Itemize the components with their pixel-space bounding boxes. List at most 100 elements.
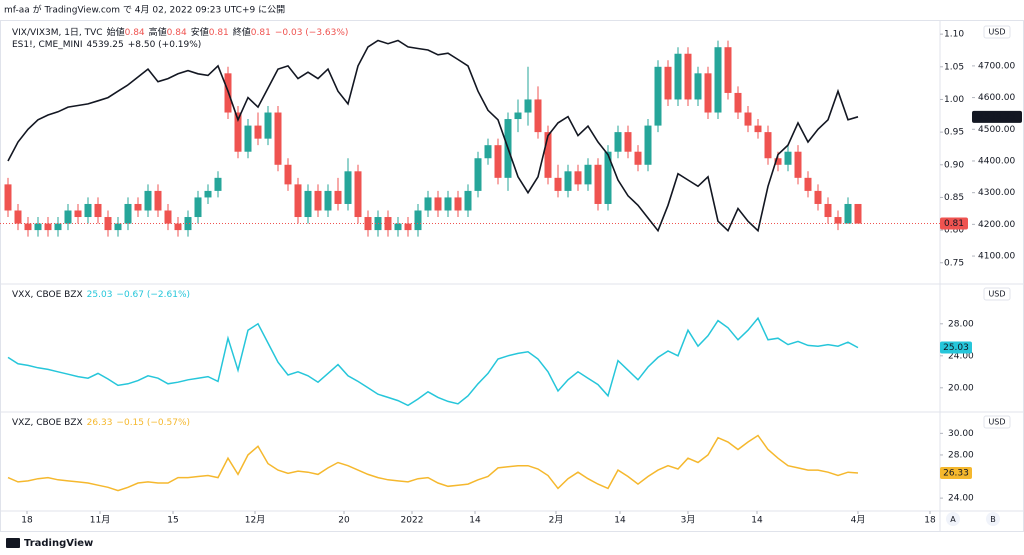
candle-body [164, 210, 172, 224]
legend-value: 25.03 [87, 290, 113, 300]
legend-name: VXZ, CBOE BZX [12, 418, 83, 428]
header: mf-aa が TradingView.com で 4月 02, 2022 09… [4, 4, 285, 16]
candle-body [314, 190, 322, 211]
candle-body [364, 217, 372, 231]
candle-body [734, 92, 742, 113]
candle-body [704, 73, 712, 113]
last-price-badge: 0.81 [944, 219, 964, 229]
footer: TradingView [24, 538, 93, 549]
candle-body [324, 190, 332, 211]
candle-body [134, 203, 142, 211]
currency: USD [988, 28, 1005, 37]
legend-change: −0.15 (−0.57%) [116, 418, 190, 428]
x-tick-label: 4月 [851, 515, 866, 526]
candle-body [674, 53, 682, 100]
currency-box [983, 415, 1011, 429]
y-tick-label: 0.75 [944, 258, 964, 268]
candle-body [334, 190, 342, 204]
y-tick-label: 1.00 [944, 95, 964, 105]
candle-body [474, 158, 482, 191]
y2-tick-label: 4300.00 [978, 188, 1015, 198]
y2-tick-label: 4500.00 [978, 125, 1015, 135]
line-series [7, 316, 859, 407]
candle-body [794, 151, 802, 178]
last-value-badge: 26.33 [943, 468, 969, 478]
candle-body [304, 190, 312, 218]
candle-body [64, 210, 72, 224]
scale-button[interactable] [946, 512, 960, 526]
currency: USD [988, 418, 1005, 427]
candle-body [174, 223, 182, 231]
x-tick-label: 18 [924, 516, 936, 526]
x-tick-label: 14 [614, 516, 626, 526]
candle-body [264, 112, 272, 139]
candle-body [214, 177, 222, 191]
candle-body [844, 203, 852, 224]
legend-change: +8.50 (+0.19%) [128, 40, 202, 50]
candle-body [814, 190, 822, 204]
candle-body [514, 112, 522, 120]
x-tick-label: 12月 [245, 515, 265, 526]
scale-button-label[interactable]: A [950, 515, 956, 524]
legend-name: ES1!, CME_MINI [12, 40, 83, 50]
candle-body [74, 210, 82, 218]
legend: VXZ, CBOE BZX 26.33 −0.15 (−0.57%) [12, 418, 190, 428]
candle-body [114, 223, 122, 231]
candle-body [594, 164, 602, 204]
line-series [7, 434, 859, 492]
candle-body [454, 197, 462, 211]
candle-body [384, 217, 392, 231]
candle-body [614, 132, 622, 152]
legend-value: 26.33 [87, 418, 113, 428]
scale-button[interactable] [986, 512, 1000, 526]
candle-body [94, 203, 102, 218]
y-tick-label: 0.95 [944, 128, 964, 138]
scale-button-label[interactable]: B [990, 515, 996, 524]
logo-mark [6, 538, 20, 548]
candle-body [34, 223, 42, 231]
legend-value: 4539.25 [87, 40, 124, 50]
legend: VXX, CBOE BZX 25.03 −0.67 (−2.61%) [12, 290, 190, 300]
x-tick-label: 18 [21, 516, 33, 526]
candle-body [854, 203, 862, 224]
x-tick-label: 14 [469, 516, 481, 526]
candle-body [274, 112, 282, 165]
candle-body [234, 112, 242, 152]
candle-body [484, 145, 492, 159]
x-tick-label: 3月 [681, 515, 696, 526]
candle-body [124, 203, 132, 224]
legend-field: 高値 [149, 26, 167, 38]
y-tick-label: 0.90 [944, 160, 964, 170]
x-tick-label: 11月 [90, 515, 110, 526]
legend-field-value: 0.81 [209, 28, 229, 38]
candle-body [714, 47, 722, 113]
y-tick-label: 24.00 [948, 351, 974, 361]
candle-body [294, 184, 302, 218]
candle-body [684, 53, 692, 100]
candle-body [344, 171, 352, 204]
candle-body [804, 177, 812, 191]
candle-body [54, 223, 62, 231]
candle-body [784, 151, 792, 165]
candle-body [574, 171, 582, 185]
candle-body [144, 190, 152, 211]
candle-body [724, 47, 732, 93]
candle-body [654, 66, 662, 126]
legend-field: 終値 [233, 26, 251, 38]
x-tick-label: 2022 [401, 516, 424, 526]
currency: USD [988, 290, 1005, 299]
candle-body [554, 177, 562, 191]
candle-body [14, 210, 22, 224]
legend-field: 始値 [107, 26, 125, 38]
candle-body [834, 217, 842, 224]
candle-body [534, 99, 542, 133]
legend-change: −0.67 (−2.61%) [116, 290, 190, 300]
legend-field-value: 0.84 [125, 28, 145, 38]
legend-change: −0.03 (−3.63%) [275, 28, 349, 38]
candle-body [464, 190, 472, 211]
candle-body [84, 203, 92, 218]
candle-body [354, 171, 362, 218]
candle-body [774, 158, 782, 165]
